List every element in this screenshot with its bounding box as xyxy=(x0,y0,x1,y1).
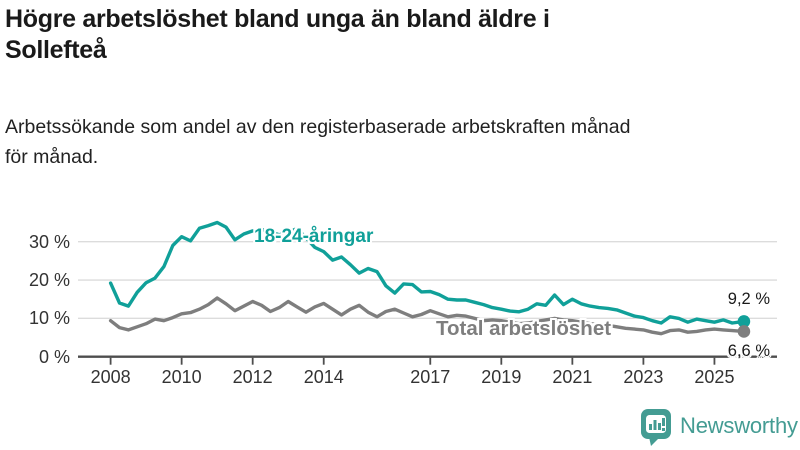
series-line-total xyxy=(108,296,746,336)
series-label-young: 18-24-åringar xyxy=(254,226,374,247)
subtitle-line-2: för månad. xyxy=(5,146,99,168)
end-dot-young xyxy=(737,315,751,328)
title-line-1: Högre arbetslöshet bland unga än bland ä… xyxy=(5,5,550,33)
x-tick-label-2010: 2010 xyxy=(161,367,202,387)
x-tick-label-2019: 2019 xyxy=(481,367,522,387)
end-value-label-young: 9,2 % xyxy=(727,290,770,308)
end-value-label-total: 6,6 % xyxy=(727,342,770,360)
y-tick-label-20: 20 % xyxy=(28,270,70,291)
newsworthy-logo[interactable]: Newsworthy xyxy=(640,405,800,447)
x-tick-label-2017: 2017 xyxy=(410,367,451,387)
x-tick-label-2012: 2012 xyxy=(232,367,273,387)
series-label-total: Total arbetslöshet xyxy=(436,317,612,340)
end-dot-total xyxy=(737,325,751,338)
y-tick-label-30: 30 % xyxy=(28,231,70,252)
x-tick-label-2014: 2014 xyxy=(303,367,344,387)
title-line-2: Sollefteå xyxy=(5,36,107,64)
subtitle-line-1: Arbetssökande som andel av den registerb… xyxy=(5,116,631,138)
y-tick-label-0: 0 % xyxy=(38,346,70,367)
series-line-young xyxy=(108,220,746,325)
x-tick-label-2021: 2021 xyxy=(552,367,593,387)
x-tick-label-2023: 2023 xyxy=(623,367,664,387)
page-title: Högre arbetslöshet bland unga än bland ä… xyxy=(5,4,785,66)
chart-subtitle: Arbetssökande som andel av den registerb… xyxy=(5,112,785,172)
bar-chart-speech-bubble-icon xyxy=(641,409,671,446)
x-tick-label-2008: 2008 xyxy=(90,367,131,387)
y-tick-label-10: 10 % xyxy=(28,308,70,329)
brand-name: Newsworthy xyxy=(680,413,798,438)
x-tick-label-2025: 2025 xyxy=(694,367,735,387)
